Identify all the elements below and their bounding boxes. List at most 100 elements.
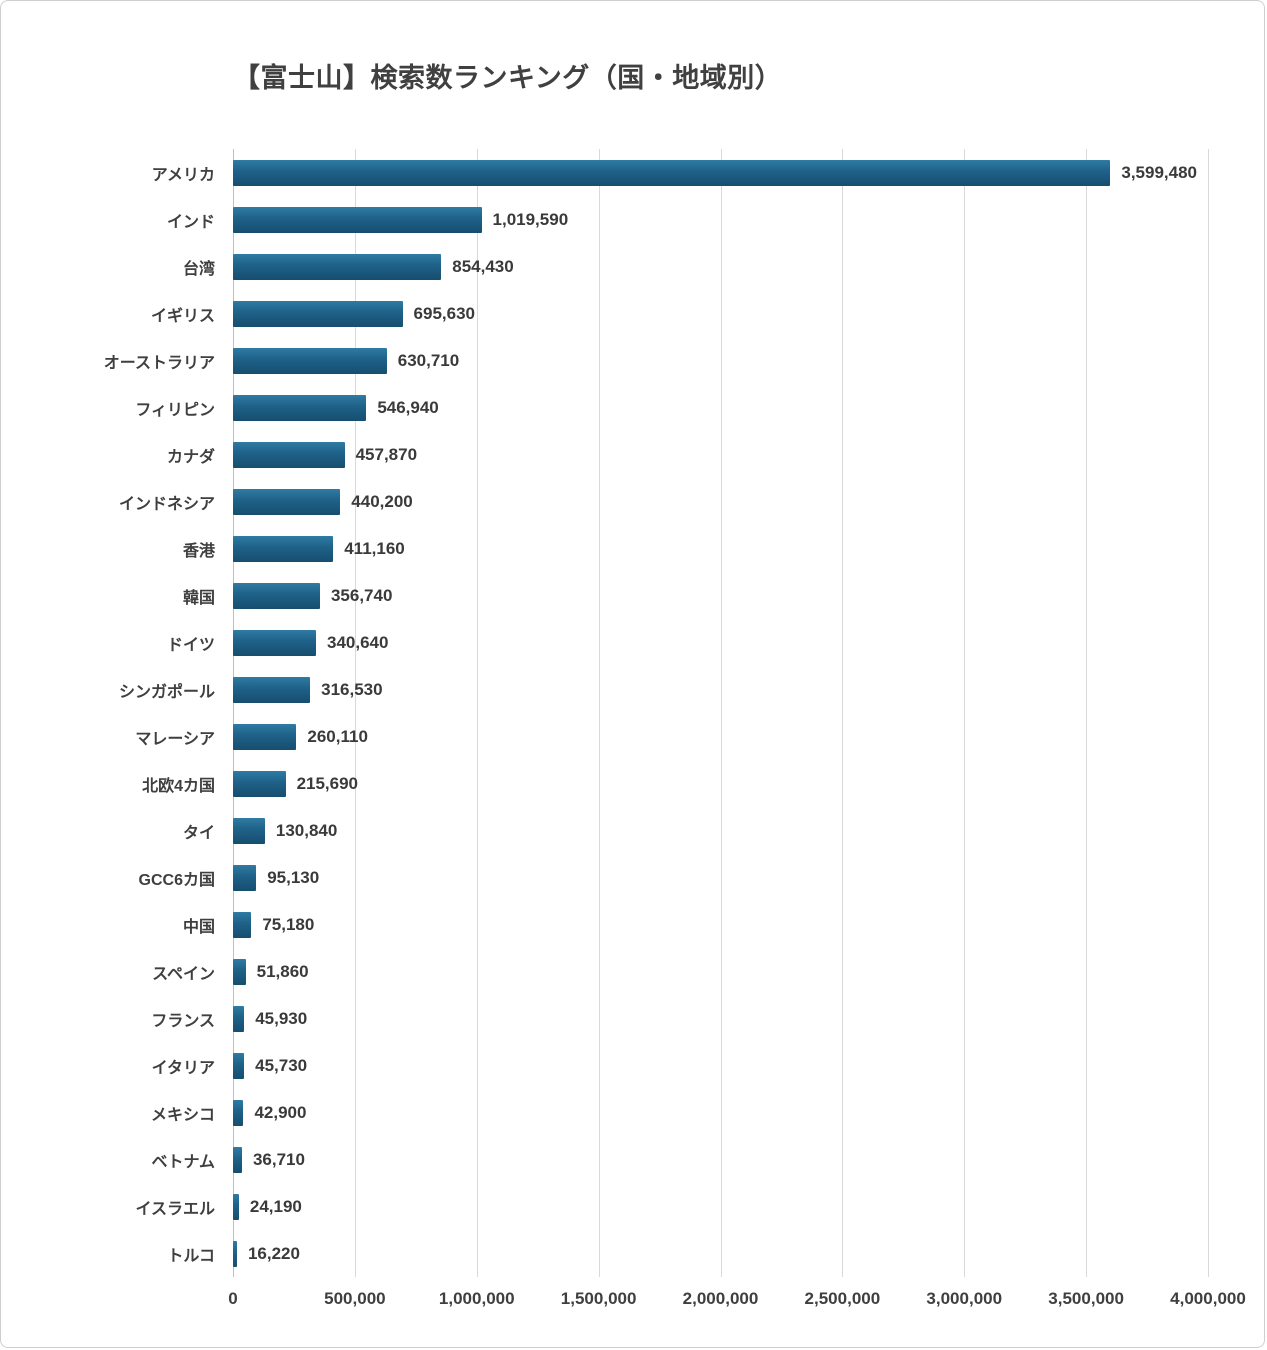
x-tick-label: 3,000,000 [926, 1289, 1003, 1308]
value-label: 36,710 [252, 1149, 305, 1169]
x-tick-label: 2,500,000 [804, 1289, 881, 1308]
y-axis-line [233, 149, 234, 1277]
value-label: 51,860 [256, 961, 309, 981]
bar-track: 16,220 [233, 1230, 1208, 1277]
bar-track: 457,870 [233, 431, 1208, 478]
value-label: 854,430 [452, 256, 514, 276]
x-tick-label: 1,000,000 [438, 1289, 515, 1308]
category-label: ドイツ [166, 636, 215, 654]
gridline [1208, 149, 1209, 1277]
category-label: 中国 [182, 918, 215, 936]
category-label: イギリス [150, 307, 215, 325]
category-label: オーストラリア [103, 354, 215, 372]
category-label: インドネシア [118, 495, 215, 513]
gridline [842, 149, 844, 1277]
value-label: 42,900 [254, 1102, 307, 1122]
value-label: 440,200 [351, 491, 413, 511]
value-label: 24,190 [249, 1196, 302, 1216]
value-label: 546,940 [377, 397, 439, 417]
bar-track: 215,690 [233, 760, 1208, 807]
category-label: 香港 [182, 542, 215, 560]
category-label: メキシコ [150, 1106, 215, 1124]
bar [233, 1193, 239, 1220]
bar [233, 206, 482, 233]
category-label: インド [166, 213, 215, 231]
value-label: 1,019,590 [492, 209, 569, 229]
bar [233, 1005, 245, 1032]
bar-track: 356,740 [233, 572, 1208, 619]
bar-track: 36,710 [233, 1136, 1208, 1183]
category-label: GCC6カ国 [138, 871, 215, 889]
bar-row: シンガポール 316,530 [1, 666, 1264, 713]
bar-row: イギリス 695,630 [1, 290, 1264, 337]
category-label: トルコ [167, 1247, 215, 1265]
x-tick-label: 1,500,000 [560, 1289, 637, 1308]
bar-track: 130,840 [233, 807, 1208, 854]
value-label: 95,130 [267, 867, 320, 887]
bar-row: メキシコ 42,900 [1, 1089, 1264, 1136]
bar-track: 75,180 [233, 901, 1208, 948]
bar-row: タイ 130,840 [1, 807, 1264, 854]
bar [233, 723, 297, 750]
category-label: シンガポール [118, 683, 215, 701]
bar [233, 441, 345, 468]
x-axis: 0 500,000 1,000,000 1,500,000 2,000,000 2,500… [228, 1289, 1246, 1319]
bar [233, 1146, 242, 1173]
category-label: タイ [182, 824, 215, 842]
bar-row: 中国 75,180 [1, 901, 1264, 948]
gridline [598, 149, 600, 1277]
bar [233, 488, 341, 515]
value-label: 3,599,480 [1121, 162, 1197, 182]
bar-track: 340,640 [233, 619, 1208, 666]
value-label: 260,110 [307, 726, 368, 746]
bar [233, 1052, 245, 1079]
bar-row: GCC6カ国 95,130 [1, 854, 1264, 901]
gridline [476, 149, 478, 1277]
bar-row: インド 1,019,590 [1, 196, 1264, 243]
bar [233, 535, 334, 562]
value-label: 340,640 [327, 632, 389, 652]
value-label: 630,710 [397, 350, 460, 370]
bar [233, 394, 367, 421]
bar-row: イスラエル 24,190 [1, 1183, 1264, 1230]
x-tick-label: 500,000 [324, 1289, 386, 1308]
value-label: 45,930 [255, 1008, 308, 1028]
value-label: 215,690 [296, 773, 359, 793]
bar [233, 817, 265, 844]
bar-row: カナダ 457,870 [1, 431, 1264, 478]
bar-track: 1,019,590 [233, 196, 1208, 243]
gridline [354, 149, 356, 1277]
bar-row: 韓国 356,740 [1, 572, 1264, 619]
value-label: 411,160 [344, 538, 405, 558]
category-label: フランス [151, 1012, 215, 1030]
category-label: 韓国 [182, 589, 215, 607]
bar-track: 42,900 [233, 1089, 1208, 1136]
category-label: イタリア [151, 1059, 215, 1077]
bar-row: 香港 411,160 [1, 525, 1264, 572]
category-label: ベトナム [151, 1153, 215, 1171]
bar-row: イタリア 45,730 [1, 1042, 1264, 1089]
bar-track: 695,630 [233, 290, 1208, 337]
bar-track: 51,860 [233, 948, 1208, 995]
value-label: 457,870 [355, 444, 418, 464]
value-label: 45,730 [255, 1055, 308, 1075]
category-label: スペイン [152, 965, 215, 983]
bar-row: トルコ 16,220 [1, 1230, 1264, 1277]
value-label: 75,180 [262, 914, 315, 934]
bar-row: ベトナム 36,710 [1, 1136, 1264, 1183]
x-tick-label: 4,000,000 [1170, 1289, 1246, 1308]
bar [233, 1099, 244, 1126]
bar-track: 24,190 [233, 1183, 1208, 1230]
bar-row: インドネシア 440,200 [1, 478, 1264, 525]
category-label: イスラエル [135, 1200, 215, 1218]
gridline [964, 149, 966, 1277]
bar [233, 347, 387, 374]
bar [233, 582, 320, 609]
category-label: 北欧4カ国 [142, 777, 215, 795]
bar-row: 北欧4カ国 215,690 [1, 760, 1264, 807]
bar-row: スペイン 51,860 [1, 948, 1264, 995]
bar-track: 440,200 [233, 478, 1208, 525]
category-label: フィリピン [135, 401, 215, 419]
category-label: アメリカ [151, 166, 215, 184]
